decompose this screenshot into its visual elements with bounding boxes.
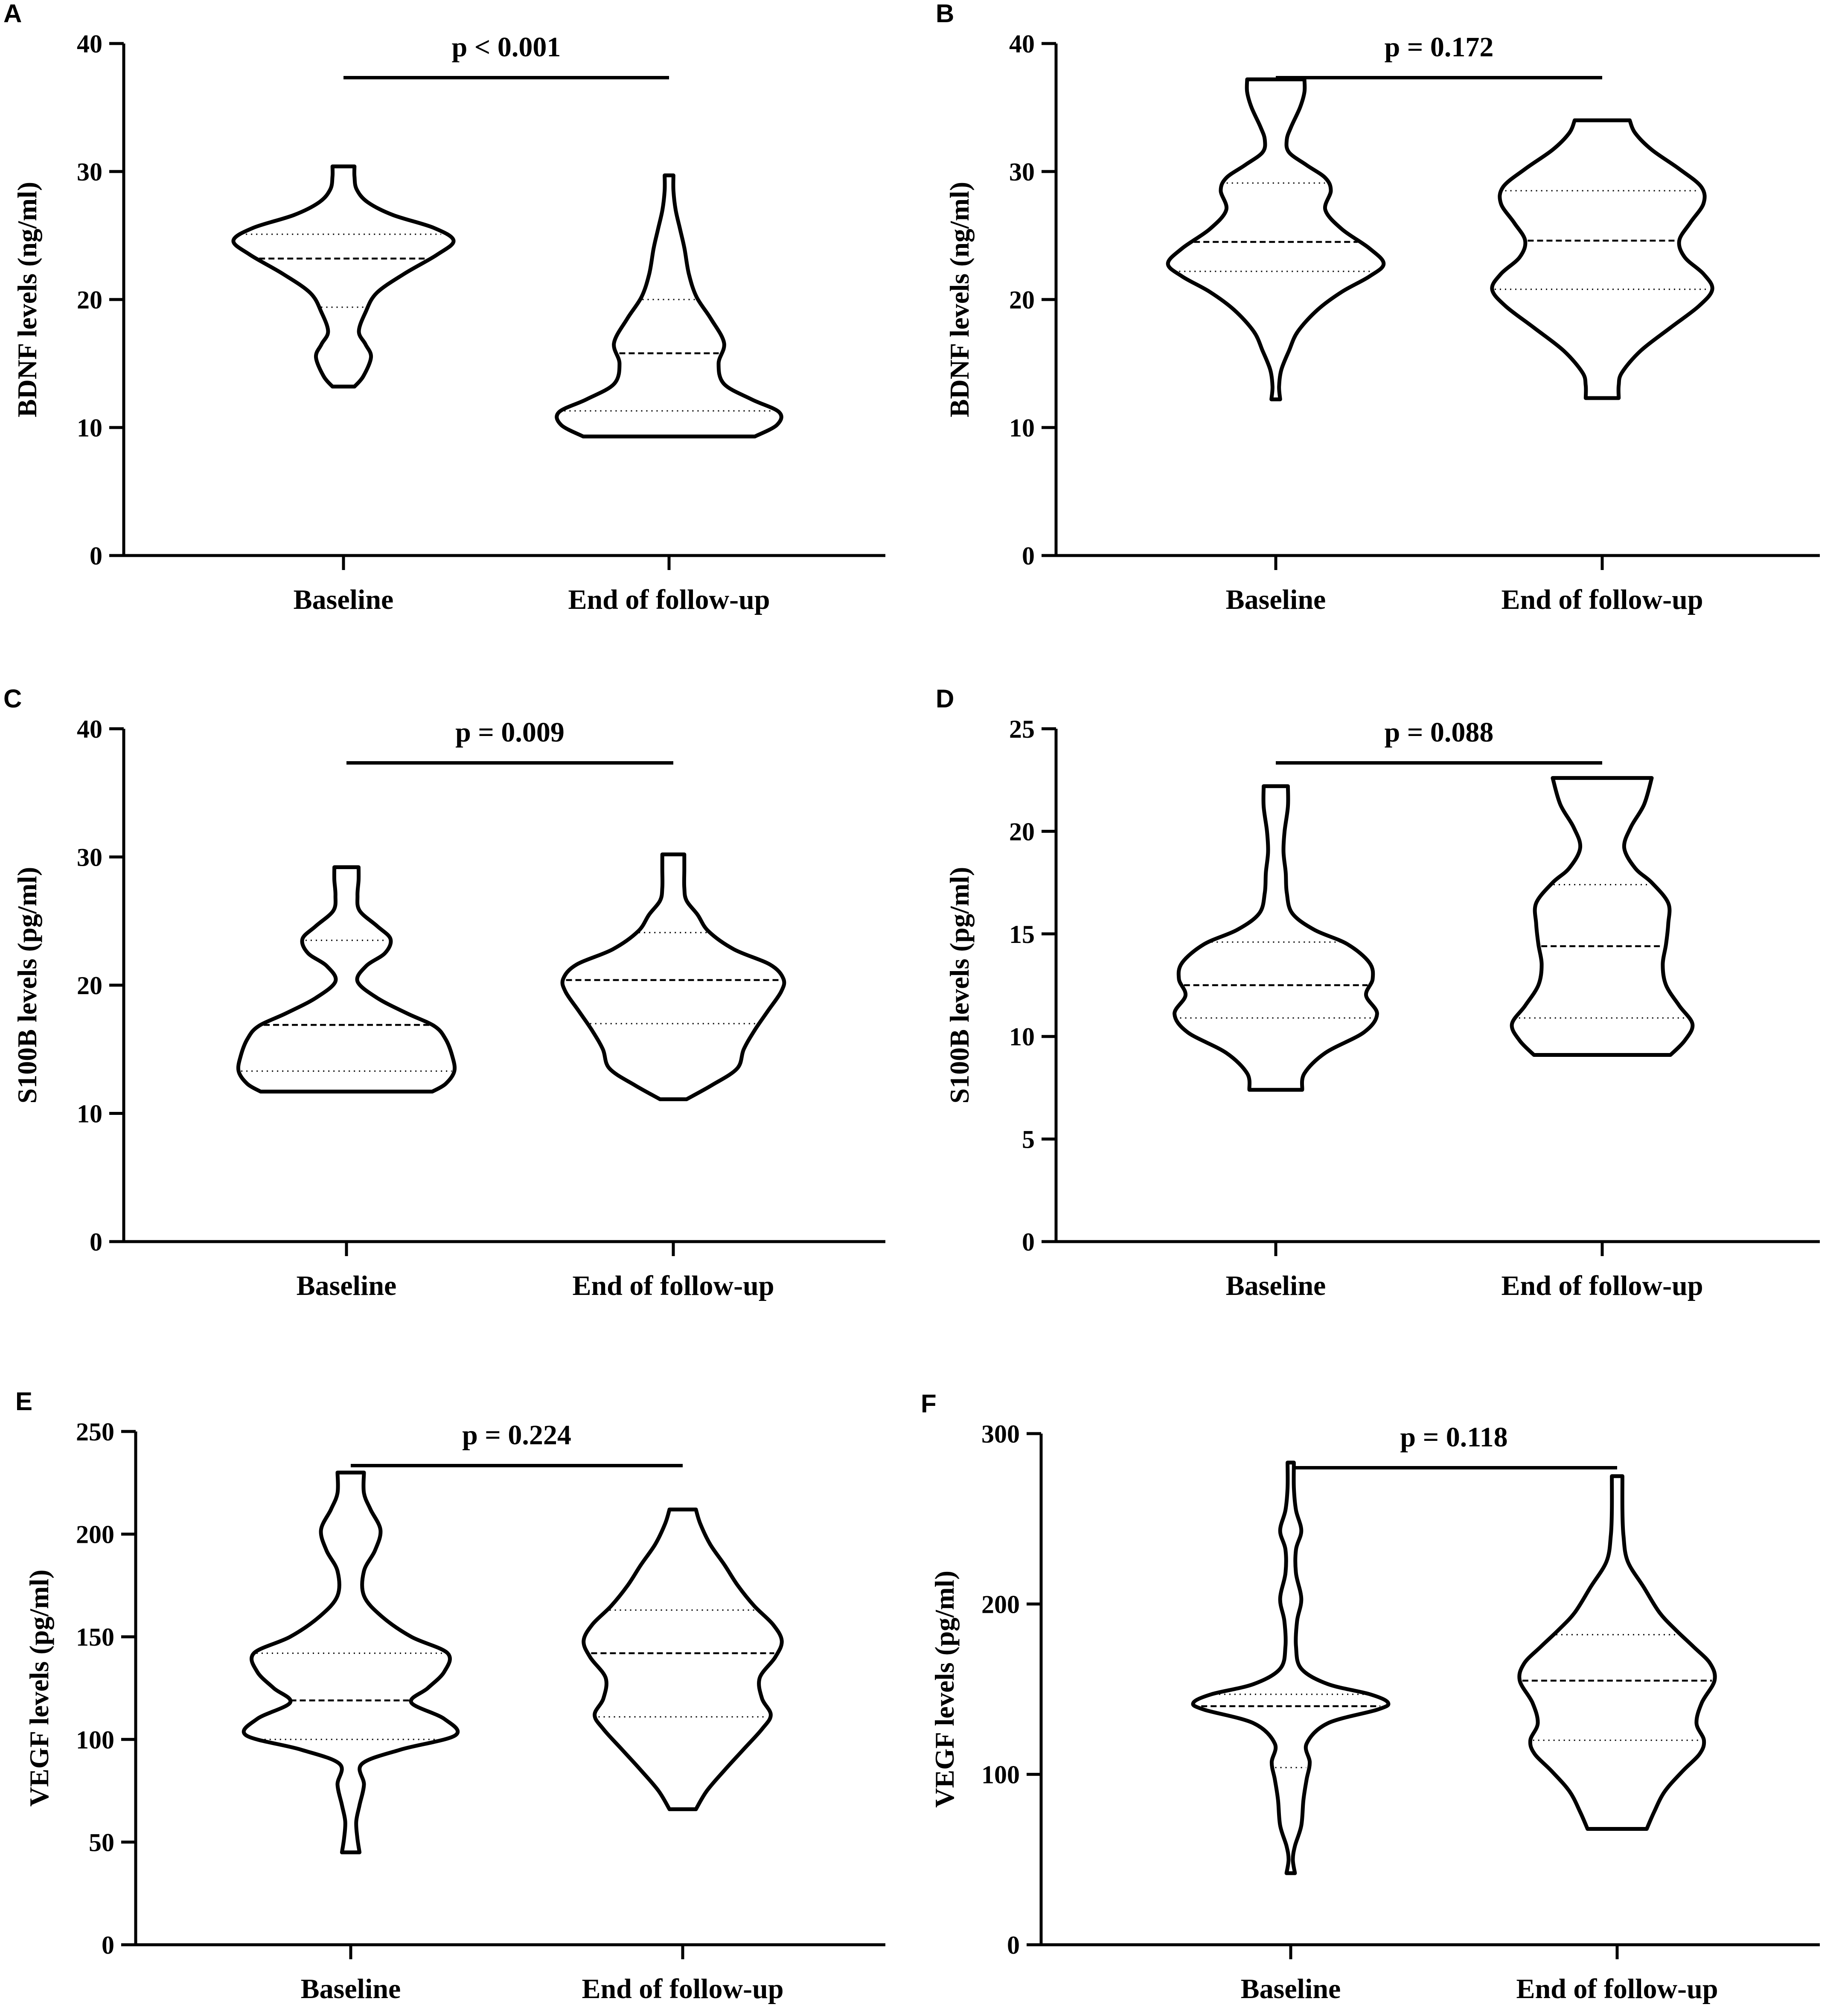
violin-end-of-follow-up	[555, 173, 783, 439]
panel-letter: E	[15, 1387, 32, 1416]
x-category-label: Baseline	[1241, 1973, 1341, 2004]
violin-baseline	[236, 865, 457, 1094]
violin-end-of-follow-up	[582, 1507, 784, 1811]
x-category-label: End of follow-up	[582, 1973, 783, 2004]
x-category-label: Baseline	[1226, 1270, 1326, 1301]
y-tick-label: 0	[1022, 1228, 1035, 1256]
x-category-label: Baseline	[1226, 584, 1326, 615]
violin-baseline	[1166, 77, 1386, 401]
y-axis-label: VEGF levels (pg/ml)	[24, 1570, 54, 1807]
y-tick-label: 50	[89, 1828, 114, 1856]
y-tick-label: 40	[77, 30, 102, 58]
y-tick-label: 30	[77, 158, 102, 186]
p-value-label: p = 0.009	[455, 717, 565, 748]
x-category-label: Baseline	[301, 1973, 401, 2004]
panel-C: C 0 10 20 30 40 S100B levels (pg/ml) Baseline En…	[3, 684, 885, 1301]
y-axis-label: VEGF levels (pg/ml)	[929, 1571, 960, 1808]
y-tick-label: 0	[90, 542, 102, 570]
panel-letter: F	[921, 1389, 937, 1418]
y-tick-label: 20	[1009, 286, 1035, 314]
x-category-label: Baseline	[294, 584, 394, 615]
y-tick-label: 0	[1022, 542, 1035, 570]
y-tick-label: 20	[77, 972, 102, 1000]
y-tick-label: 0	[102, 1931, 114, 1959]
panel-D: D 0 5 10 15 20 25 S100B levels (pg/ml) Baseline E…	[936, 684, 1820, 1301]
panel-A: A 0 10 20 30 40 BDNF levels (ng/ml) Baseline End…	[3, 0, 885, 615]
y-tick-label: 30	[77, 844, 102, 872]
panel-letter: B	[936, 0, 954, 28]
y-tick-label: 150	[76, 1623, 114, 1651]
p-value-label: p = 0.172	[1385, 32, 1494, 63]
p-value-label: p = 0.118	[1400, 1422, 1507, 1453]
panel-E: E 0 50 100 150 200 250 VEGF levels (pg/ml) Basel…	[15, 1387, 885, 2004]
violin-baseline	[231, 164, 456, 389]
x-category-label: End of follow-up	[1516, 1973, 1718, 2004]
y-tick-label: 0	[90, 1228, 102, 1256]
y-tick-label: 10	[77, 414, 102, 442]
y-tick-label: 100	[76, 1726, 114, 1754]
violin-baseline	[242, 1470, 460, 1854]
y-tick-label: 250	[76, 1418, 114, 1446]
panel-letter: C	[3, 684, 22, 713]
y-tick-label: 20	[1009, 817, 1035, 846]
violin-end-of-follow-up	[1490, 118, 1714, 400]
panel-B: B 0 10 20 30 40 BDNF levels (ng/ml) Baseline End…	[936, 0, 1820, 615]
y-tick-label: 200	[981, 1590, 1020, 1618]
panel-F: F 0 100 200 300 VEGF levels (pg/ml) Baseline En…	[921, 1389, 1820, 2004]
y-tick-label: 100	[981, 1761, 1020, 1789]
y-tick-label: 25	[1009, 715, 1035, 743]
p-value-label: p = 0.224	[462, 1420, 571, 1451]
y-tick-label: 40	[1009, 30, 1035, 58]
violin-end-of-follow-up	[560, 852, 786, 1101]
panel-letter: A	[3, 0, 22, 28]
y-tick-label: 5	[1022, 1126, 1035, 1154]
violin-end-of-follow-up	[1510, 776, 1695, 1057]
y-tick-label: 40	[77, 715, 102, 743]
y-tick-label: 10	[77, 1100, 102, 1128]
violin-baseline	[1173, 784, 1379, 1092]
y-tick-label: 20	[77, 286, 102, 314]
y-tick-label: 10	[1009, 1023, 1035, 1051]
y-tick-label: 15	[1009, 920, 1035, 948]
panel-letter: D	[936, 684, 954, 713]
y-tick-label: 300	[981, 1420, 1020, 1448]
p-value-label: p = 0.088	[1385, 717, 1494, 748]
y-axis-label: BDNF levels (ng/ml)	[944, 182, 975, 417]
x-category-label: End of follow-up	[1501, 584, 1703, 615]
y-tick-label: 200	[76, 1521, 114, 1549]
y-tick-label: 0	[1007, 1931, 1020, 1959]
y-tick-label: 30	[1009, 158, 1035, 186]
p-value-label: p < 0.001	[452, 32, 561, 63]
y-axis-label: S100B levels (pg/ml)	[12, 867, 42, 1104]
x-category-label: End of follow-up	[572, 1270, 774, 1301]
x-category-label: Baseline	[297, 1270, 397, 1301]
violin-baseline	[1191, 1460, 1391, 1875]
y-axis-label: BDNF levels (ng/ml)	[12, 182, 42, 417]
x-category-label: End of follow-up	[568, 584, 770, 615]
y-axis-label: S100B levels (pg/ml)	[944, 867, 975, 1104]
x-category-label: End of follow-up	[1501, 1270, 1703, 1301]
violin-end-of-follow-up	[1517, 1474, 1717, 1831]
y-tick-label: 10	[1009, 414, 1035, 442]
